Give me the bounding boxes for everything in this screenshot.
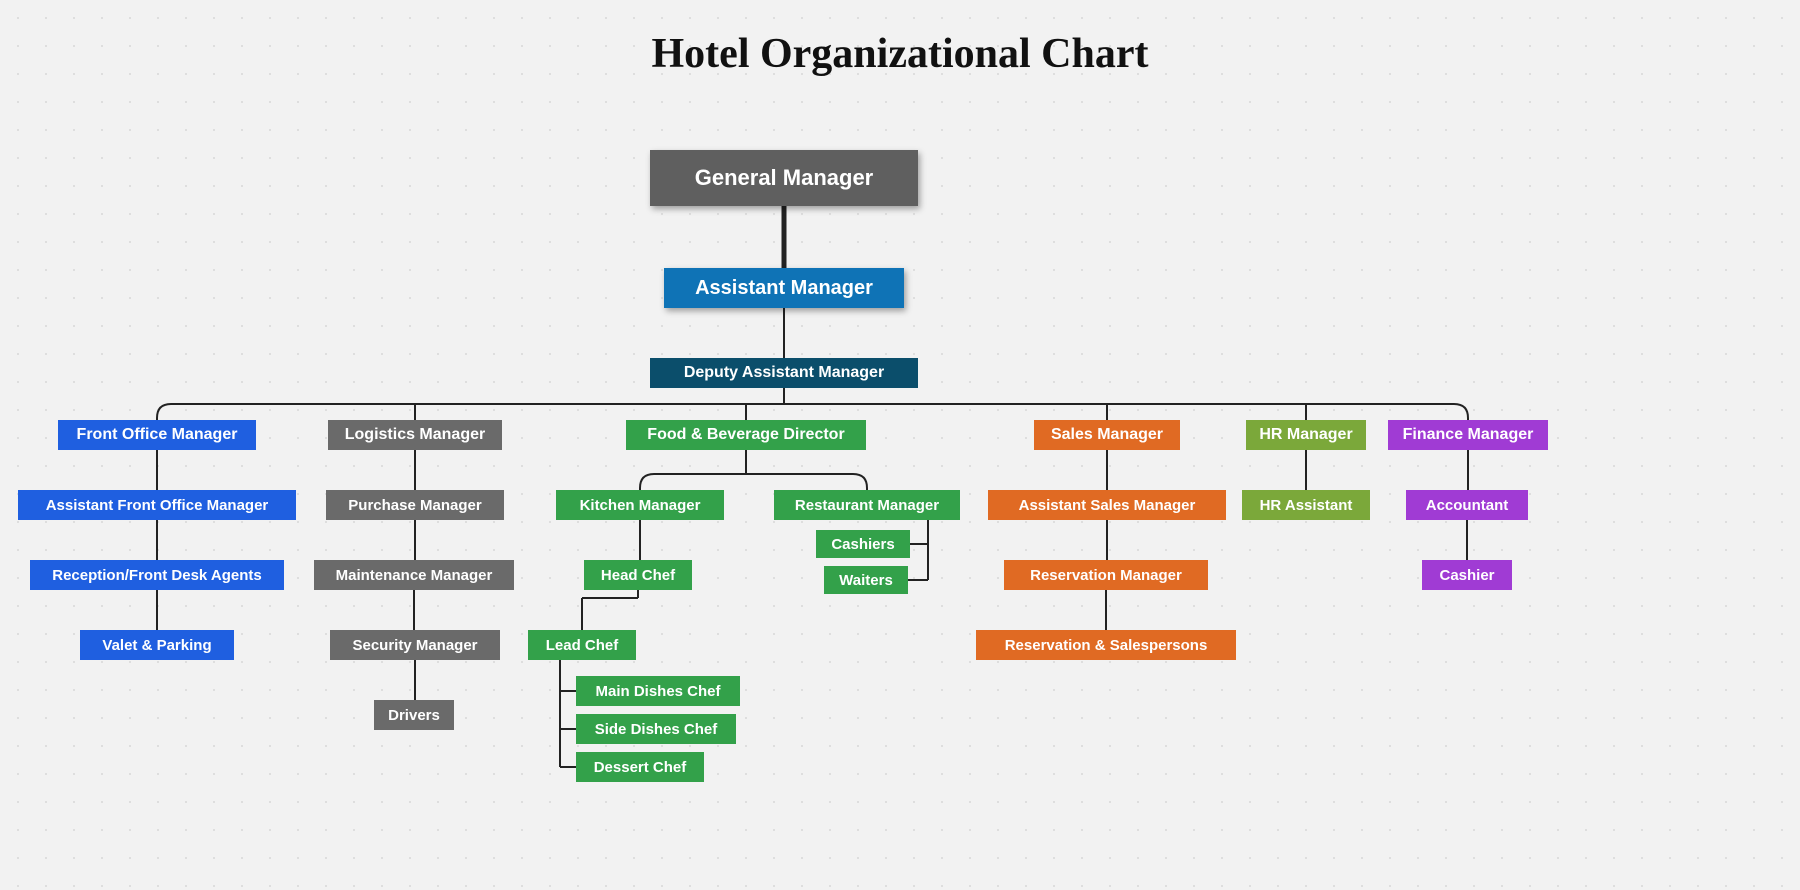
node-waiters: Waiters [824, 566, 908, 594]
node-finance-manager: Finance Manager [1388, 420, 1548, 450]
node-front-office-manager: Front Office Manager [58, 420, 256, 450]
node-general-manager: General Manager [650, 150, 918, 206]
node-head-chef: Head Chef [584, 560, 692, 590]
label: Side Dishes Chef [595, 721, 718, 738]
node-hr-manager: HR Manager [1246, 420, 1366, 450]
node-accountant: Accountant [1406, 490, 1528, 520]
label: Assistant Manager [695, 277, 873, 300]
label: Restaurant Manager [795, 497, 939, 514]
node-reservation-manager: Reservation Manager [1004, 560, 1208, 590]
label: Food & Beverage Director [647, 426, 844, 444]
label: HR Assistant [1260, 497, 1353, 514]
label: Cashier [1439, 567, 1494, 584]
label: Reservation & Salespersons [1005, 637, 1208, 654]
label: Reservation Manager [1030, 567, 1182, 584]
node-reservation-salespersons: Reservation & Salespersons [976, 630, 1236, 660]
node-assistant-sales-manager: Assistant Sales Manager [988, 490, 1226, 520]
node-hr-assistant: HR Assistant [1242, 490, 1370, 520]
label: Deputy Assistant Manager [684, 364, 884, 382]
node-valet-parking: Valet & Parking [80, 630, 234, 660]
label: Purchase Manager [348, 497, 481, 514]
node-cashier: Cashier [1422, 560, 1512, 590]
node-assistant-manager: Assistant Manager [664, 268, 904, 308]
chart-title: Hotel Organizational Chart [0, 30, 1800, 78]
label: Finance Manager [1403, 426, 1534, 444]
label: Assistant Sales Manager [1019, 497, 1196, 514]
label: Dessert Chef [594, 759, 687, 776]
label: General Manager [695, 165, 874, 191]
label: Kitchen Manager [580, 497, 701, 514]
label: Accountant [1426, 497, 1509, 514]
label: Security Manager [352, 637, 477, 654]
node-food-beverage-director: Food & Beverage Director [626, 420, 866, 450]
node-reception-front-desk-agents: Reception/Front Desk Agents [30, 560, 284, 590]
node-logistics-manager: Logistics Manager [328, 420, 502, 450]
label: Waiters [839, 572, 893, 589]
node-drivers: Drivers [374, 700, 454, 730]
label: Maintenance Manager [336, 567, 493, 584]
label: Drivers [388, 707, 440, 724]
node-maintenance-manager: Maintenance Manager [314, 560, 514, 590]
label: Logistics Manager [345, 426, 485, 444]
node-security-manager: Security Manager [330, 630, 500, 660]
label: Lead Chef [546, 637, 619, 654]
label: Front Office Manager [77, 426, 238, 444]
node-restaurant-manager: Restaurant Manager [774, 490, 960, 520]
node-deputy-assistant-manager: Deputy Assistant Manager [650, 358, 918, 388]
label: HR Manager [1259, 426, 1352, 444]
node-kitchen-manager: Kitchen Manager [556, 490, 724, 520]
node-main-dishes-chef: Main Dishes Chef [576, 676, 740, 706]
label: Valet & Parking [102, 637, 211, 654]
node-assistant-front-office-manager: Assistant Front Office Manager [18, 490, 296, 520]
node-sales-manager: Sales Manager [1034, 420, 1180, 450]
label: Cashiers [831, 536, 894, 553]
label: Assistant Front Office Manager [46, 497, 269, 514]
label: Head Chef [601, 567, 675, 584]
node-cashiers: Cashiers [816, 530, 910, 558]
node-dessert-chef: Dessert Chef [576, 752, 704, 782]
node-purchase-manager: Purchase Manager [326, 490, 504, 520]
label: Reception/Front Desk Agents [52, 567, 261, 584]
label: Sales Manager [1051, 426, 1163, 444]
label: Main Dishes Chef [595, 683, 720, 700]
node-lead-chef: Lead Chef [528, 630, 636, 660]
node-side-dishes-chef: Side Dishes Chef [576, 714, 736, 744]
